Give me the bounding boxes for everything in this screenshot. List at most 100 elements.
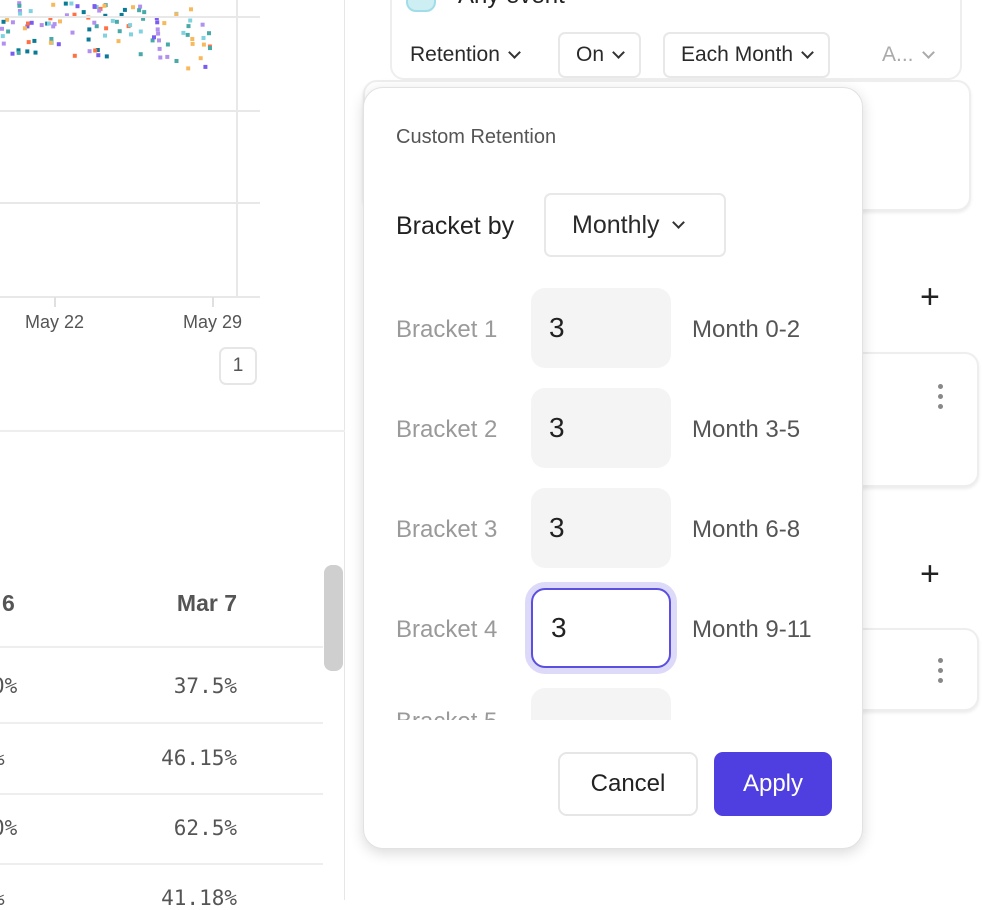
bracket-range: Month 3-5 — [692, 416, 801, 443]
chart-panel: May 22 May 29 1 6 Mar 7 0% % 0% % 37.5% … — [0, 0, 345, 910]
scatter-point — [138, 4, 143, 9]
x-tick-label: May 29 — [183, 312, 243, 332]
bracket-input[interactable]: 3 — [531, 388, 671, 468]
scatter-point — [137, 8, 142, 13]
scatter-point — [162, 21, 167, 26]
scatter-point — [72, 12, 77, 17]
page-button[interactable]: 1 — [219, 347, 257, 385]
bracket-range: Month 0-2 — [692, 316, 801, 343]
on-dropdown[interactable]: On — [558, 32, 642, 78]
scatter-point — [26, 40, 31, 45]
apply-button[interactable]: Apply — [714, 752, 832, 816]
scatter-point — [102, 3, 107, 8]
table-cell: 62.5% — [173, 816, 237, 840]
chevron-down-icon — [671, 216, 685, 229]
scrollbar[interactable] — [324, 565, 343, 671]
plus-icon[interactable]: + — [920, 278, 940, 316]
plus-icon[interactable]: + — [920, 555, 940, 593]
retention-dropdown[interactable]: Retention — [392, 32, 537, 78]
scatter-point — [16, 48, 21, 53]
more-dropdown[interactable]: A... — [864, 32, 951, 78]
bracket-input[interactable]: 3 — [531, 288, 671, 368]
kebab-menu-icon[interactable] — [938, 384, 943, 409]
scatter-point — [155, 20, 160, 25]
scatter-point — [201, 42, 206, 47]
scatter-point — [93, 48, 98, 53]
scatter-point — [81, 10, 86, 15]
scatter-point — [157, 38, 161, 43]
bracket-label: Bracket 2 — [396, 416, 498, 443]
scatter-point — [49, 37, 54, 41]
scatter-point — [104, 54, 109, 59]
bracket-input[interactable] — [531, 688, 671, 720]
scatter-point — [22, 26, 27, 31]
scatter-point — [18, 11, 23, 16]
bracket-by-label: Bracket by — [396, 212, 515, 240]
scatter-point — [155, 27, 160, 32]
scatter-point — [186, 66, 191, 71]
scatter-point — [119, 12, 124, 17]
scatter-point — [208, 46, 212, 51]
table-cell: % — [0, 746, 5, 770]
bracket-input-focused[interactable]: 3 — [531, 588, 671, 668]
scatter-point — [52, 22, 57, 27]
scatter-point — [0, 34, 5, 39]
scatter-point — [39, 23, 44, 28]
scatter-point — [150, 38, 155, 43]
scatter-point — [33, 50, 38, 55]
column-header: 6 — [2, 590, 15, 616]
cancel-button[interactable]: Cancel — [558, 752, 698, 816]
scatter-point — [138, 52, 143, 57]
scatter-point — [6, 29, 11, 34]
scatter-point — [142, 10, 147, 15]
scatter-point — [165, 42, 170, 47]
gridline — [0, 202, 260, 204]
bracket-input[interactable]: 3 — [531, 488, 671, 568]
scatter-point — [17, 3, 22, 8]
scatter-point — [97, 8, 102, 13]
table-cell: 37.5% — [173, 674, 237, 698]
table-cell: % — [0, 886, 5, 910]
scatter-point — [94, 24, 99, 29]
bracket-range: Month 9-11 — [692, 616, 812, 643]
brackets-list: Bracket 1 3 Month 0-2 Bracket 2 3 Month … — [364, 278, 864, 720]
dropdown-label: Monthly — [572, 210, 660, 239]
scatter-point — [87, 27, 92, 32]
event-name[interactable]: Any event — [458, 0, 565, 10]
scatter-point — [122, 7, 127, 12]
row-divider — [0, 863, 323, 865]
scatter-point — [156, 31, 161, 36]
chevron-down-icon — [508, 46, 521, 59]
scatter-point — [188, 18, 193, 23]
dropdown-label: Each Month — [681, 43, 794, 66]
popup-title: Custom Retention — [396, 126, 557, 148]
today-line — [236, 0, 238, 297]
interval-dropdown[interactable]: Each Month — [663, 32, 831, 78]
chevron-down-icon — [801, 46, 814, 59]
bracket-by-dropdown[interactable]: Monthly — [544, 193, 726, 257]
scatter-point — [189, 7, 193, 12]
kebab-menu-icon[interactable] — [938, 658, 943, 683]
scatter-point — [174, 59, 179, 63]
scatter-point — [185, 32, 190, 37]
row-divider — [0, 722, 323, 724]
scatter-point — [154, 16, 159, 20]
scatter-point — [25, 24, 30, 29]
scatter-point — [117, 29, 122, 34]
scatter-point — [32, 38, 37, 43]
scatter-point — [48, 16, 53, 21]
scatter-point — [116, 39, 121, 44]
custom-retention-popup: Custom Retention Bracket by Monthly Brac… — [363, 87, 863, 849]
scatter-point — [26, 21, 30, 26]
scatter-point — [69, 1, 74, 6]
scatter-point — [157, 46, 162, 51]
scatter-point — [186, 24, 191, 29]
scatter-point — [58, 19, 62, 24]
scatter-point — [96, 53, 101, 58]
x-tick — [54, 297, 56, 307]
gridline — [0, 16, 260, 18]
scatter-point — [104, 26, 109, 31]
table-cell: 0% — [0, 816, 18, 840]
scatter-point — [0, 26, 4, 31]
scatter-point — [207, 31, 211, 36]
